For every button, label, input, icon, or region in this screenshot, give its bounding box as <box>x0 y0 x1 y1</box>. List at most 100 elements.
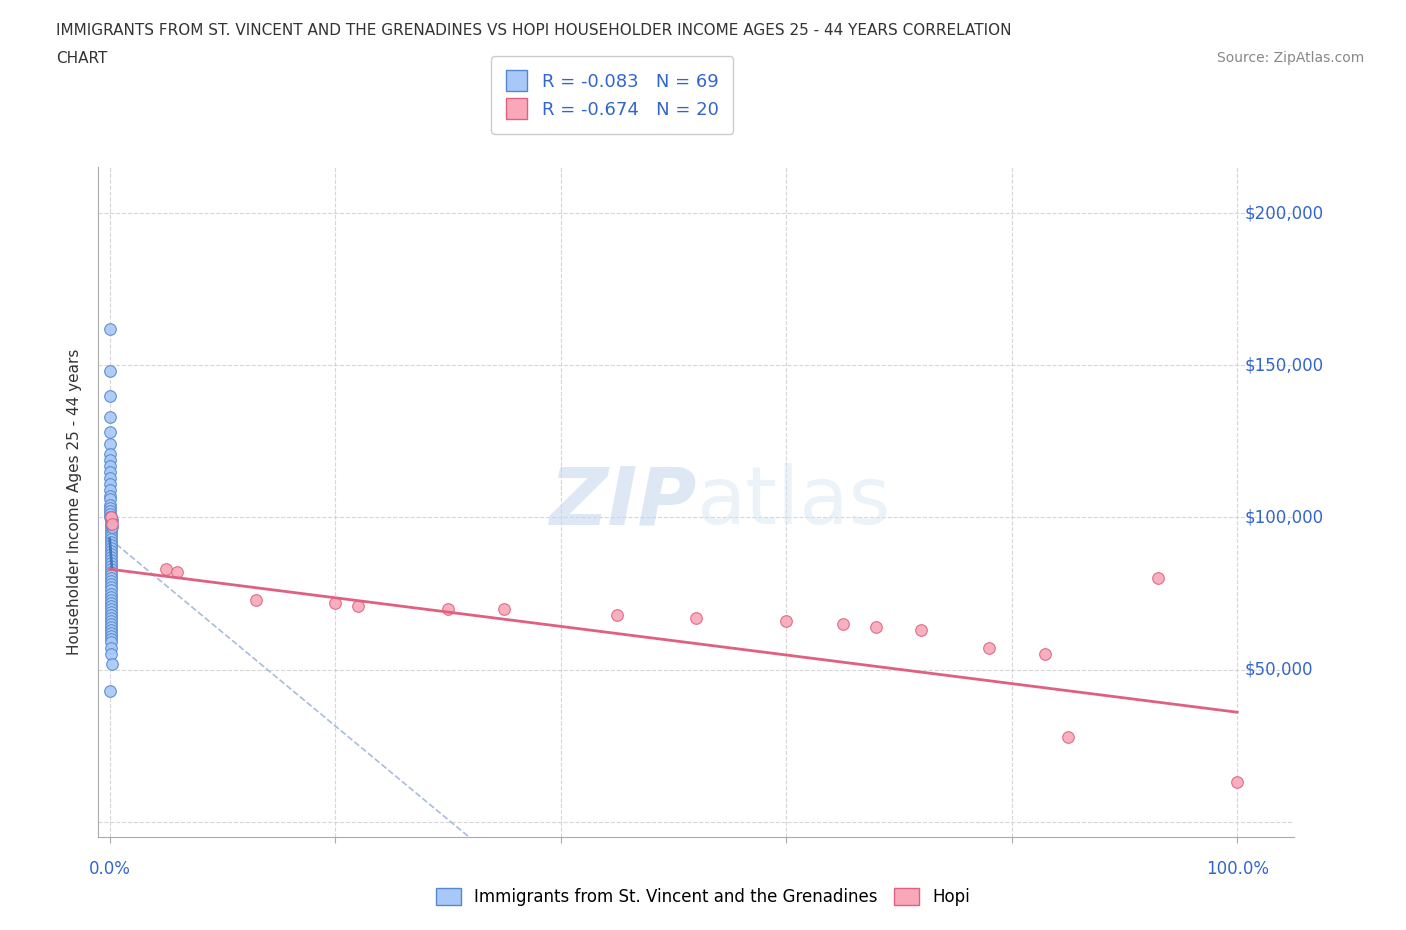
Point <box>100 559 122 574</box>
Point <box>865 619 887 634</box>
Point <box>100 629 122 644</box>
Point <box>775 614 797 629</box>
Point <box>98 409 121 424</box>
Point <box>100 565 122 579</box>
Point <box>1057 729 1080 744</box>
Point <box>437 602 460 617</box>
Point <box>98 464 121 479</box>
Point <box>100 622 122 637</box>
Point <box>831 617 853 631</box>
Point <box>100 540 122 555</box>
Text: IMMIGRANTS FROM ST. VINCENT AND THE GRENADINES VS HOPI HOUSEHOLDER INCOME AGES 2: IMMIGRANTS FROM ST. VINCENT AND THE GREN… <box>56 23 1012 38</box>
Text: 100.0%: 100.0% <box>1206 860 1268 878</box>
Point <box>98 446 121 461</box>
Point <box>494 602 516 617</box>
Point <box>245 592 267 607</box>
Point <box>100 607 122 622</box>
Point <box>100 535 122 550</box>
Point <box>1147 571 1170 586</box>
Point <box>100 516 122 531</box>
Point <box>98 425 121 440</box>
Point <box>98 510 121 525</box>
Text: CHART: CHART <box>56 51 108 66</box>
Point <box>100 510 122 525</box>
Point <box>98 437 121 452</box>
Point <box>98 504 121 519</box>
Text: 0.0%: 0.0% <box>89 860 131 878</box>
Point <box>100 513 122 528</box>
Point <box>100 522 122 537</box>
Point <box>100 562 122 577</box>
Text: Source: ZipAtlas.com: Source: ZipAtlas.com <box>1216 51 1364 65</box>
Point <box>100 550 122 565</box>
Point <box>100 516 122 531</box>
Text: $150,000: $150,000 <box>1244 356 1323 374</box>
Text: $50,000: $50,000 <box>1244 660 1313 679</box>
Point <box>606 607 628 622</box>
Text: ZIP: ZIP <box>548 463 696 541</box>
Point <box>98 458 121 473</box>
Point <box>100 592 122 607</box>
Point <box>100 647 122 662</box>
Point <box>100 586 122 601</box>
Point <box>98 452 121 467</box>
Point <box>98 483 121 498</box>
Point <box>98 321 121 336</box>
Point <box>100 631 122 646</box>
Point <box>100 568 122 583</box>
Point <box>100 619 122 634</box>
Point <box>100 525 122 540</box>
Point <box>100 531 122 546</box>
Point <box>100 610 122 625</box>
Point <box>100 552 122 567</box>
Point <box>100 602 122 617</box>
Point <box>98 684 121 698</box>
Point <box>100 577 122 591</box>
Point <box>100 583 122 598</box>
Point <box>98 492 121 507</box>
Point <box>100 574 122 589</box>
Point <box>100 519 122 534</box>
Point <box>100 547 122 562</box>
Point <box>100 580 122 595</box>
Point <box>101 519 124 534</box>
Point <box>98 488 121 503</box>
Point <box>100 626 122 641</box>
Point <box>100 510 122 525</box>
Text: $100,000: $100,000 <box>1244 509 1323 526</box>
Point <box>98 501 121 516</box>
Point <box>100 555 122 570</box>
Point <box>100 571 122 586</box>
Legend: Immigrants from St. Vincent and the Grenadines, Hopi: Immigrants from St. Vincent and the Gren… <box>429 881 977 912</box>
Text: $200,000: $200,000 <box>1244 204 1323 222</box>
Point <box>323 595 346 610</box>
Point <box>101 516 124 531</box>
Point <box>100 589 122 604</box>
Point <box>685 610 707 625</box>
Point <box>100 617 122 631</box>
Point <box>101 656 124 671</box>
Point <box>101 513 124 528</box>
Point <box>100 528 122 543</box>
Point <box>100 598 122 613</box>
Point <box>977 641 1000 656</box>
Point <box>98 507 121 522</box>
Point <box>100 604 122 619</box>
Text: atlas: atlas <box>696 463 890 541</box>
Legend: R = -0.083   N = 69, R = -0.674   N = 20: R = -0.083 N = 69, R = -0.674 N = 20 <box>491 56 734 134</box>
Point <box>100 595 122 610</box>
Point <box>98 388 121 403</box>
Point <box>166 565 188 579</box>
Point <box>100 614 122 629</box>
Point <box>100 635 122 650</box>
Point <box>100 538 122 552</box>
Point <box>98 364 121 379</box>
Point <box>1035 647 1057 662</box>
Point <box>98 476 121 491</box>
Point <box>1226 775 1249 790</box>
Point <box>100 641 122 656</box>
Y-axis label: Householder Income Ages 25 - 44 years: Householder Income Ages 25 - 44 years <box>67 349 83 656</box>
Point <box>910 622 932 637</box>
Point <box>346 598 368 613</box>
Point <box>98 471 121 485</box>
